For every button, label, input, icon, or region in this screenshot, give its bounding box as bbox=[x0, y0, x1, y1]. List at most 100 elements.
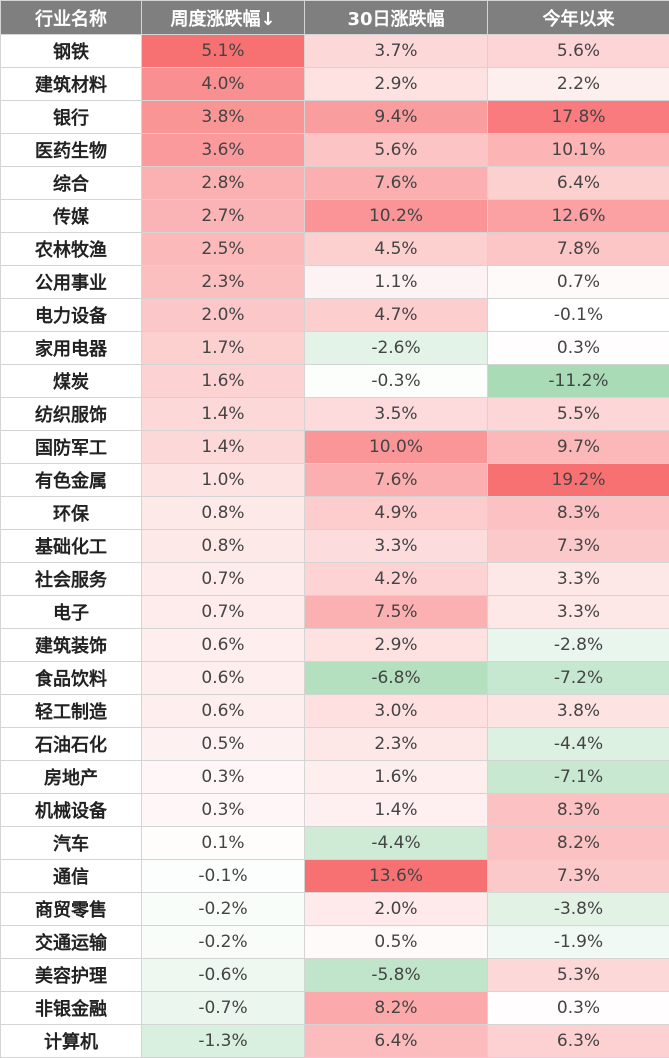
weekly-change-cell: 0.1% bbox=[142, 827, 305, 860]
table-row: 美容护理-0.6%-5.8%5.3% bbox=[1, 959, 669, 992]
industry-name-cell: 计算机 bbox=[1, 1025, 142, 1058]
industry-name-cell: 美容护理 bbox=[1, 959, 142, 992]
thirty-day-change-cell: 3.0% bbox=[305, 695, 488, 728]
industry-name-cell: 农林牧渔 bbox=[1, 233, 142, 266]
industry-name-cell: 国防军工 bbox=[1, 431, 142, 464]
header-weekly-change[interactable]: 周度涨跌幅↓ bbox=[142, 1, 305, 35]
industry-name-cell: 电子 bbox=[1, 596, 142, 629]
industry-name-cell: 有色金属 bbox=[1, 464, 142, 497]
weekly-change-cell: 5.1% bbox=[142, 35, 305, 68]
industry-name-cell: 纺织服饰 bbox=[1, 398, 142, 431]
industry-name-cell: 房地产 bbox=[1, 761, 142, 794]
ytd-change-cell: 0.3% bbox=[488, 992, 669, 1025]
thirty-day-change-cell: 0.5% bbox=[305, 926, 488, 959]
weekly-change-cell: -0.2% bbox=[142, 893, 305, 926]
weekly-change-cell: 1.7% bbox=[142, 332, 305, 365]
ytd-change-cell: 5.5% bbox=[488, 398, 669, 431]
ytd-change-cell: -7.1% bbox=[488, 761, 669, 794]
industry-name-cell: 环保 bbox=[1, 497, 142, 530]
weekly-change-cell: 1.0% bbox=[142, 464, 305, 497]
thirty-day-change-cell: 4.9% bbox=[305, 497, 488, 530]
weekly-change-cell: 2.7% bbox=[142, 200, 305, 233]
industry-name-cell: 食品饮料 bbox=[1, 662, 142, 695]
thirty-day-change-cell: 8.2% bbox=[305, 992, 488, 1025]
industry-name-cell: 综合 bbox=[1, 167, 142, 200]
weekly-change-cell: 2.8% bbox=[142, 167, 305, 200]
thirty-day-change-cell: 4.2% bbox=[305, 563, 488, 596]
weekly-change-cell: 4.0% bbox=[142, 68, 305, 101]
ytd-change-cell: 10.1% bbox=[488, 134, 669, 167]
industry-name-cell: 商贸零售 bbox=[1, 893, 142, 926]
weekly-change-cell: 2.3% bbox=[142, 266, 305, 299]
weekly-change-cell: 0.7% bbox=[142, 596, 305, 629]
weekly-change-cell: 3.8% bbox=[142, 101, 305, 134]
industry-name-cell: 交通运输 bbox=[1, 926, 142, 959]
ytd-change-cell: 0.3% bbox=[488, 332, 669, 365]
ytd-change-cell: 12.6% bbox=[488, 200, 669, 233]
header-30day-change[interactable]: 30日涨跌幅 bbox=[305, 1, 488, 35]
industry-name-cell: 石油石化 bbox=[1, 728, 142, 761]
weekly-change-cell: 2.5% bbox=[142, 233, 305, 266]
weekly-change-cell: 0.7% bbox=[142, 563, 305, 596]
industry-name-cell: 机械设备 bbox=[1, 794, 142, 827]
thirty-day-change-cell: 1.6% bbox=[305, 761, 488, 794]
industry-name-cell: 煤炭 bbox=[1, 365, 142, 398]
weekly-change-cell: -0.6% bbox=[142, 959, 305, 992]
ytd-change-cell: -0.1% bbox=[488, 299, 669, 332]
industry-name-cell: 电力设备 bbox=[1, 299, 142, 332]
ytd-change-cell: 5.3% bbox=[488, 959, 669, 992]
ytd-change-cell: 2.2% bbox=[488, 68, 669, 101]
table-row: 商贸零售-0.2%2.0%-3.8% bbox=[1, 893, 669, 926]
weekly-change-cell: 1.4% bbox=[142, 431, 305, 464]
thirty-day-change-cell: 4.7% bbox=[305, 299, 488, 332]
ytd-change-cell: -2.8% bbox=[488, 629, 669, 662]
weekly-change-cell: -0.1% bbox=[142, 860, 305, 893]
ytd-change-cell: -1.9% bbox=[488, 926, 669, 959]
thirty-day-change-cell: 3.5% bbox=[305, 398, 488, 431]
ytd-change-cell: -7.2% bbox=[488, 662, 669, 695]
ytd-change-cell: 6.4% bbox=[488, 167, 669, 200]
thirty-day-change-cell: 1.4% bbox=[305, 794, 488, 827]
weekly-change-cell: 1.6% bbox=[142, 365, 305, 398]
ytd-change-cell: 19.2% bbox=[488, 464, 669, 497]
thirty-day-change-cell: -4.4% bbox=[305, 827, 488, 860]
header-ytd-change[interactable]: 今年以来 bbox=[488, 1, 669, 35]
thirty-day-change-cell: 3.3% bbox=[305, 530, 488, 563]
industry-name-cell: 医药生物 bbox=[1, 134, 142, 167]
ytd-change-cell: 8.3% bbox=[488, 497, 669, 530]
industry-name-cell: 公用事业 bbox=[1, 266, 142, 299]
thirty-day-change-cell: 2.9% bbox=[305, 68, 488, 101]
header-industry-name[interactable]: 行业名称 bbox=[1, 1, 142, 35]
ytd-change-cell: 7.3% bbox=[488, 530, 669, 563]
thirty-day-change-cell: 13.6% bbox=[305, 860, 488, 893]
ytd-change-cell: -11.2% bbox=[488, 365, 669, 398]
weekly-change-cell: 0.3% bbox=[142, 794, 305, 827]
industry-name-cell: 非银金融 bbox=[1, 992, 142, 1025]
table-row: 交通运输-0.2%0.5%-1.9% bbox=[1, 926, 669, 959]
weekly-change-cell: -0.2% bbox=[142, 926, 305, 959]
weekly-change-cell: 0.6% bbox=[142, 629, 305, 662]
thirty-day-change-cell: 4.5% bbox=[305, 233, 488, 266]
header-row: 行业名称 周度涨跌幅↓ 30日涨跌幅 今年以来 bbox=[1, 1, 669, 35]
industry-name-cell: 钢铁 bbox=[1, 35, 142, 68]
weekly-change-cell: 3.6% bbox=[142, 134, 305, 167]
industry-name-cell: 建筑装饰 bbox=[1, 629, 142, 662]
ytd-change-cell: 3.8% bbox=[488, 695, 669, 728]
industry-name-cell: 通信 bbox=[1, 860, 142, 893]
ytd-change-cell: 0.7% bbox=[488, 266, 669, 299]
table-row: 计算机-1.3%6.4%6.3% bbox=[1, 1025, 669, 1058]
ytd-change-cell: 3.3% bbox=[488, 563, 669, 596]
